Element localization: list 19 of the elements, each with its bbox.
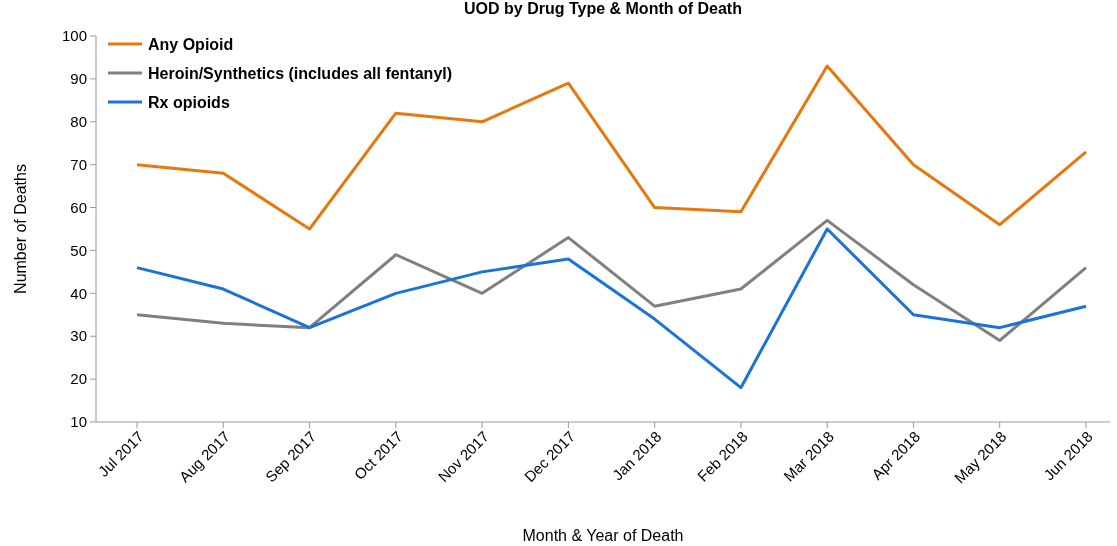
y-axis-title: Number of Deaths (12, 164, 29, 294)
y-tick-label: 30 (70, 327, 87, 345)
legend-label: Any Opioid (148, 35, 234, 53)
y-tick-label: 80 (70, 113, 87, 131)
y-tick-label: 50 (70, 241, 87, 259)
y-tick-label: 90 (70, 70, 87, 88)
chart-title: UOD by Drug Type & Month of Death (464, 0, 742, 17)
y-tick-label: 60 (70, 198, 87, 216)
y-tick-label: 10 (70, 413, 87, 431)
x-axis-title: Month & Year of Death (522, 527, 684, 544)
y-tick-label: 100 (61, 27, 87, 45)
legend-label: Heroin/Synthetics (includes all fentanyl) (148, 64, 453, 82)
line-series (135, 64, 1088, 231)
legend-label: Rx opioids (148, 93, 230, 111)
y-tick-label: 70 (70, 155, 87, 173)
y-tick-label: 40 (70, 284, 87, 302)
line-series (135, 218, 1088, 343)
line-series (135, 227, 1088, 390)
y-tick-label: 20 (70, 370, 87, 388)
